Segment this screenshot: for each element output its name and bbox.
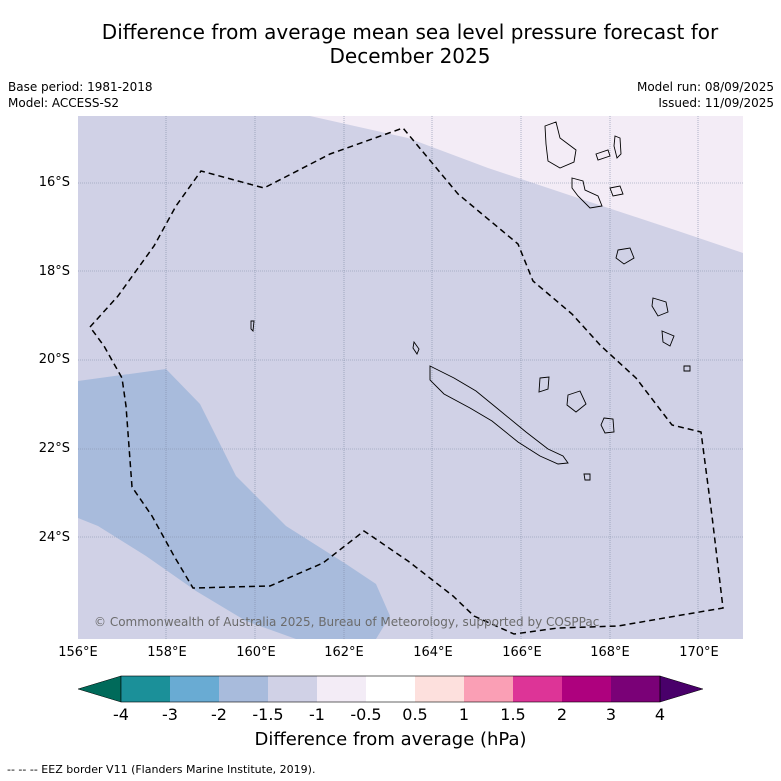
copyright-text: © Commonwealth of Australia 2025, Bureau… — [94, 615, 599, 629]
small-island-1 — [250, 320, 255, 332]
colorbar-segment — [219, 676, 269, 702]
title-line-1: Difference from average mean sea level p… — [101, 20, 719, 44]
lon-label-162e: 162°E — [324, 645, 364, 660]
vanuatu-pentecost — [613, 135, 622, 159]
meta-right: Model run: 08/09/2025 Issued: 11/09/2025 — [637, 79, 774, 111]
colorbar-segment — [611, 676, 661, 702]
positive-anomaly-region — [310, 116, 743, 253]
lon-label-164e: 164°E — [413, 645, 453, 660]
vanuatu-ambae — [595, 149, 611, 161]
cbar-tick-2: -3 — [162, 705, 178, 724]
base-period: Base period: 1981-2018 — [8, 80, 153, 94]
gridlines — [78, 116, 743, 639]
cbar-tick-7: 0.5 — [402, 705, 428, 724]
colorbar-max-extend — [659, 675, 704, 703]
vanuatu-ambrym — [609, 185, 624, 197]
loyalty-island-ouvea — [538, 376, 550, 393]
cbar-tick-6: -0.5 — [350, 705, 382, 724]
cbar-tick-3: -2 — [211, 705, 227, 724]
loyalty-island-mare — [600, 417, 615, 434]
vanuatu-malekula — [571, 177, 603, 209]
meta-left: Base period: 1981-2018 Model: ACCESS-S2 — [8, 79, 153, 111]
colorbar-segment — [170, 676, 220, 702]
vanuatu-aneityum — [683, 365, 691, 372]
loyalty-island-lifou — [566, 390, 587, 413]
chart-title: Difference from average mean sea level p… — [40, 20, 780, 68]
cbar-tick-1: -4 — [113, 705, 129, 724]
cbar-tick-9: 1.5 — [500, 705, 526, 724]
negative-anomaly-region — [78, 369, 390, 639]
vanuatu-tanna — [661, 330, 675, 347]
colorbar — [78, 675, 704, 703]
lat-label-16s: 16°S — [38, 175, 70, 190]
colorbar-segment — [317, 676, 367, 702]
lat-label-24s: 24°S — [38, 530, 70, 545]
lon-label-158e: 158°E — [147, 645, 187, 660]
lon-label-160e: 160°E — [236, 645, 276, 660]
coastlines — [250, 121, 691, 481]
island-belep — [412, 340, 420, 355]
colorbar-min-extend — [78, 675, 122, 703]
colorbar-segment — [415, 676, 465, 702]
colorbar-segment — [268, 676, 318, 702]
vanuatu-espiritu-santo — [544, 121, 577, 169]
model-run: Model run: 08/09/2025 — [636, 80, 774, 94]
lon-label-170e: 170°E — [679, 645, 719, 660]
lon-label-156e: 156°E — [58, 645, 98, 660]
colorbar-segment — [366, 676, 416, 702]
new-caledonia-island — [429, 365, 569, 465]
eez-border — [89, 127, 724, 635]
colorbar-segment — [513, 676, 563, 702]
eez-legend: -- -- -- EEZ border V11 (Flanders Marine… — [7, 763, 316, 776]
isle-of-pines — [583, 473, 591, 481]
issued-date: Issued: 11/09/2025 — [658, 96, 774, 110]
cbar-tick-10: 2 — [556, 705, 568, 724]
cbar-tick-5: -1 — [309, 705, 325, 724]
model-name: Model: ACCESS-S2 — [8, 96, 120, 110]
title-line-2: December 2025 — [329, 44, 491, 68]
colorbar-segment — [464, 676, 514, 702]
cbar-tick-4: -1.5 — [252, 705, 284, 724]
lon-label-168e: 168°E — [590, 645, 630, 660]
cbar-tick-8: 1 — [458, 705, 470, 724]
colorbar-segments — [121, 676, 661, 702]
lon-label-166e: 166°E — [502, 645, 542, 660]
colorbar-segment — [121, 676, 171, 702]
lat-label-20s: 20°S — [38, 352, 70, 367]
lat-label-22s: 22°S — [38, 441, 70, 456]
vanuatu-efate — [615, 247, 635, 265]
cbar-tick-12: 4 — [654, 705, 666, 724]
colorbar-title: Difference from average (hPa) — [254, 729, 527, 750]
colorbar-segment — [562, 676, 612, 702]
pressure-anomaly-map: © Commonwealth of Australia 2025, Bureau… — [78, 116, 743, 639]
cbar-tick-11: 3 — [605, 705, 617, 724]
colorbar-outline — [120, 675, 661, 703]
vanuatu-erromango — [651, 297, 669, 317]
lat-label-18s: 18°S — [38, 264, 70, 279]
